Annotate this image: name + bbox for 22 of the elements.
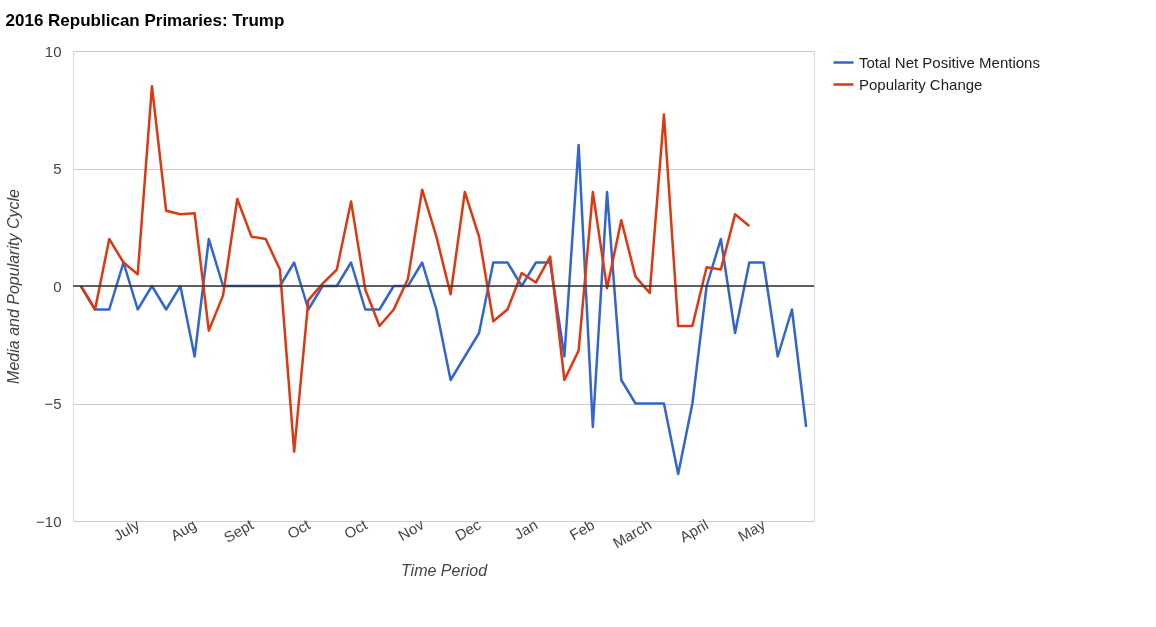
line-series — [79, 85, 751, 453]
chart-title: 2016 Republican Primaries: Trump — [5, 11, 285, 30]
x-tick-label: Oct — [284, 515, 314, 543]
x-tick-label: Aug — [167, 515, 200, 544]
x-tick-label: May — [734, 515, 769, 545]
y-tick-label: 5 — [53, 160, 62, 177]
x-tick-label: Dec — [451, 515, 484, 544]
y-tick-label: −5 — [44, 395, 62, 412]
y-tick-label: 0 — [53, 277, 62, 295]
x-tick-label: Sept — [220, 515, 257, 546]
y-axis-title: Media and Popularity Cycle — [5, 189, 23, 384]
legend-label: Popularity Change — [859, 75, 983, 93]
x-tick-label: Jan — [511, 515, 541, 543]
x-tick-label: Oct — [341, 515, 371, 543]
x-tick-label: July — [110, 515, 143, 544]
y-tick-label: 10 — [44, 42, 62, 60]
x-axis-title: Time Period — [400, 562, 489, 580]
x-tick-label: Feb — [566, 515, 598, 544]
y-tick-label: −10 — [36, 512, 62, 530]
x-tick-label: Nov — [395, 515, 428, 544]
x-tick-label: April — [676, 515, 712, 546]
legend-label: Total Net Positive Mentions — [859, 53, 1040, 71]
